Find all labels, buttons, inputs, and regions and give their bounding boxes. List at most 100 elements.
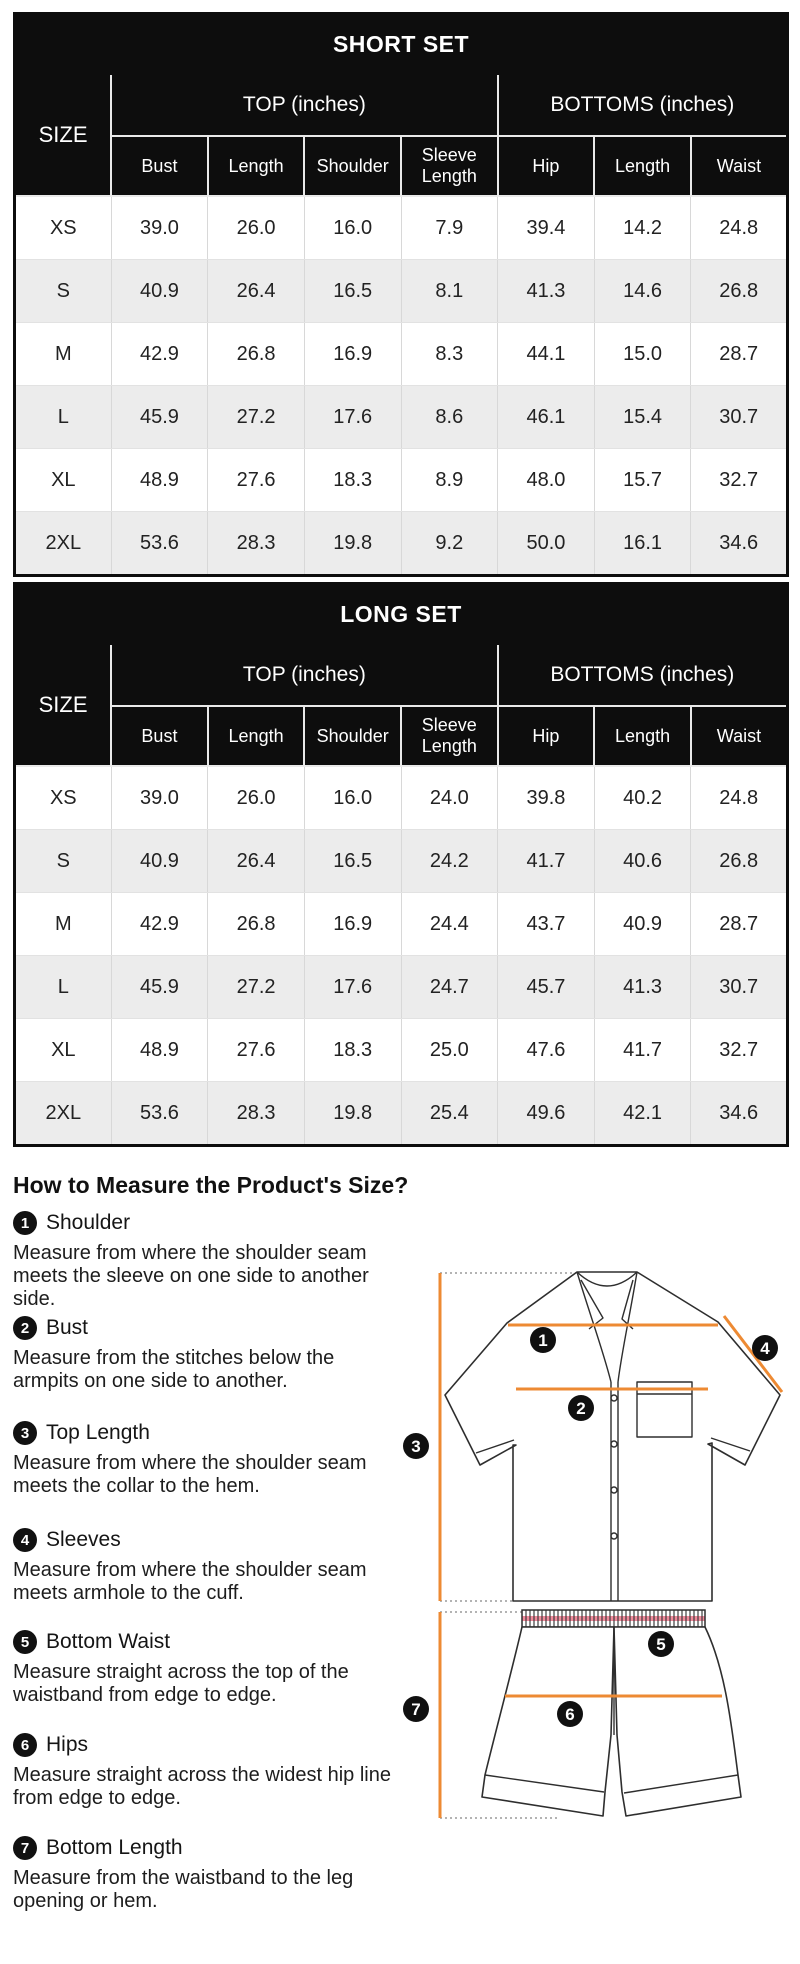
- value-cell: 48.9: [110, 448, 209, 512]
- value-cell: 26.0: [207, 195, 305, 260]
- size-cell: 2XL: [14, 511, 112, 576]
- measure-item-text: Measure from where the shoulder seam mee…: [13, 1452, 367, 1497]
- long-set-table: LONG SET SIZE TOP (inches) BOTTOMS (inch…: [13, 582, 789, 1147]
- value-cell: 50.0: [497, 511, 595, 576]
- value-cell: 45.7: [497, 955, 595, 1019]
- table-title: SHORT SET: [13, 12, 789, 75]
- measure-item-title: Bottom Length: [46, 1836, 183, 1859]
- value-cell: 19.8: [303, 511, 402, 576]
- size-cell: XL: [14, 448, 112, 512]
- table-title: LONG SET: [13, 582, 789, 645]
- step-6-badge: 6: [13, 1733, 37, 1757]
- waistband-ribbing: [521, 1609, 706, 1628]
- long-set-size-chart: LONG SET SIZE TOP (inches) BOTTOMS (inch…: [13, 582, 789, 1147]
- size-cell: 2XL: [14, 1081, 112, 1146]
- step-5-badge: 5: [13, 1630, 37, 1654]
- bottoms-group-header: BOTTOMS (inches): [496, 73, 789, 137]
- diagram-badge-5: 5: [648, 1631, 674, 1657]
- col-header-hip: Hip: [496, 705, 596, 767]
- left-lapel-line: [576, 1271, 612, 1383]
- value-cell: 17.6: [303, 955, 402, 1019]
- value-cell: 8.3: [400, 322, 499, 386]
- value-cell: 27.6: [207, 448, 305, 512]
- value-cell: 34.6: [690, 1081, 788, 1146]
- value-cell: 40.6: [593, 829, 692, 893]
- value-cell: 48.0: [497, 448, 595, 512]
- value-cell: 24.7: [400, 955, 499, 1019]
- measure-item-bust: 2 Bust Measure from the stitches below t…: [13, 1316, 391, 1393]
- value-cell: 25.4: [400, 1081, 499, 1146]
- pajama-top-illustration: [444, 1271, 781, 1602]
- col-header-shoulder: Shoulder: [303, 135, 402, 197]
- value-cell: 27.2: [207, 385, 305, 449]
- diagram-badge-3: 3: [403, 1433, 429, 1459]
- value-cell: 15.0: [593, 322, 692, 386]
- value-cell: 28.3: [207, 511, 305, 576]
- diagram-badge-6: 6: [557, 1701, 583, 1727]
- value-cell: 40.9: [593, 892, 692, 956]
- table-row: M 42.9 26.8 16.9 24.4 43.7 40.9 28.7: [14, 892, 788, 956]
- value-cell: 30.7: [690, 385, 788, 449]
- value-cell: 26.4: [207, 259, 305, 323]
- value-cell: 15.4: [593, 385, 692, 449]
- value-cell: 19.8: [303, 1081, 402, 1146]
- measure-item-shoulder: 1 Shoulder Measure from where the should…: [13, 1211, 391, 1311]
- value-cell: 18.3: [303, 1018, 402, 1082]
- value-cell: 42.9: [110, 322, 209, 386]
- value-cell: 26.8: [207, 892, 305, 956]
- value-cell: 16.5: [303, 829, 402, 893]
- pajama-shorts-illustration: [481, 1609, 742, 1817]
- value-cell: 28.7: [690, 892, 788, 956]
- size-column-header: SIZE: [13, 73, 113, 197]
- measure-item-title: Hips: [46, 1733, 89, 1756]
- left-sleeve-cuff-line: [475, 1439, 515, 1454]
- step-1-badge: 1: [13, 1211, 37, 1235]
- value-cell: 17.6: [303, 385, 402, 449]
- measure-item-top-length: 3 Top Length Measure from where the shou…: [13, 1421, 391, 1498]
- table-row: L 45.9 27.2 17.6 24.7 45.7 41.3 30.7: [14, 955, 788, 1019]
- step-4-badge: 4: [13, 1528, 37, 1552]
- measure-item-label: 7 Bottom Length: [13, 1836, 391, 1860]
- value-cell: 39.0: [110, 195, 209, 260]
- table-row: S 40.9 26.4 16.5 8.1 41.3 14.6 26.8: [14, 259, 788, 323]
- size-cell: S: [14, 829, 112, 893]
- value-cell: 24.2: [400, 829, 499, 893]
- value-cell: 16.0: [303, 195, 402, 260]
- value-cell: 7.9: [400, 195, 499, 260]
- value-cell: 41.7: [593, 1018, 692, 1082]
- col-header-waist: Waist: [689, 705, 789, 767]
- measure-item-sleeves: 4 Sleeves Measure from where the shoulde…: [13, 1528, 391, 1605]
- measure-item-hips: 6 Hips Measure straight across the wides…: [13, 1733, 391, 1810]
- step-3-badge: 3: [13, 1421, 37, 1445]
- value-cell: 27.6: [207, 1018, 305, 1082]
- value-cell: 48.9: [110, 1018, 209, 1082]
- value-cell: 30.7: [690, 955, 788, 1019]
- table-row: XS 39.0 26.0 16.0 24.0 39.8 40.2 24.8: [14, 765, 788, 830]
- value-cell: 25.0: [400, 1018, 499, 1082]
- measure-item-title: Top Length: [46, 1421, 150, 1444]
- collar-back-line: [576, 1271, 638, 1287]
- measure-item-text: Measure straight across the widest hip l…: [13, 1764, 391, 1809]
- left-leg-silhouette: [481, 1626, 615, 1817]
- value-cell: 26.8: [690, 259, 788, 323]
- col-header-bust: Bust: [110, 705, 209, 767]
- value-cell: 40.2: [593, 765, 692, 830]
- measure-item-text: Measure from the waistband to the leg op…: [13, 1867, 354, 1912]
- table-row: XL 48.9 27.6 18.3 25.0 47.6 41.7 32.7: [14, 1018, 788, 1082]
- value-cell: 39.8: [497, 765, 595, 830]
- value-cell: 8.6: [400, 385, 499, 449]
- col-header-waist: Waist: [689, 135, 789, 197]
- measure-item-label: 5 Bottom Waist: [13, 1630, 391, 1654]
- step-2-badge: 2: [13, 1316, 37, 1340]
- col-header-sleeve-length: Sleeve Length: [400, 135, 499, 197]
- value-cell: 41.7: [497, 829, 595, 893]
- value-cell: 28.3: [207, 1081, 305, 1146]
- value-cell: 49.6: [497, 1081, 595, 1146]
- value-cell: 26.4: [207, 829, 305, 893]
- value-cell: 18.3: [303, 448, 402, 512]
- top-group-header: TOP (inches): [110, 73, 499, 137]
- size-column-header: SIZE: [13, 643, 113, 767]
- value-cell: 24.4: [400, 892, 499, 956]
- svg-text:2: 2: [576, 1399, 585, 1418]
